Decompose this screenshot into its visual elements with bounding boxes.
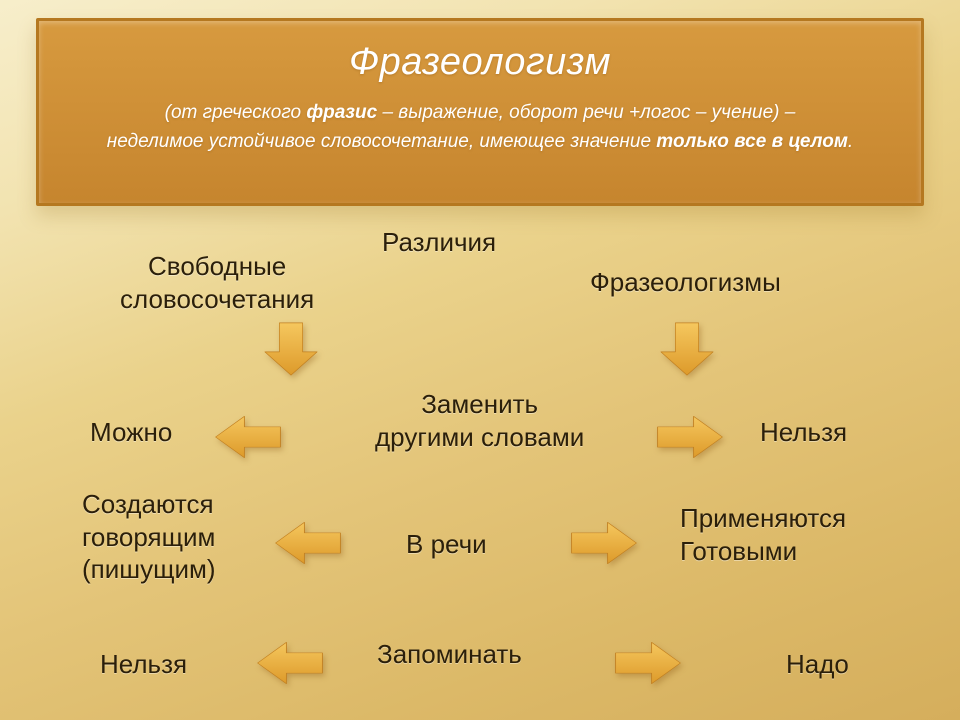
label-free-collocations: Свободные словосочетания (120, 250, 314, 315)
label-need: Надо (786, 648, 849, 681)
applied-l1: Применяются (680, 502, 846, 535)
def1-prefix: (от греческого (165, 102, 307, 123)
arrow-row3-right (612, 640, 684, 686)
free-collocations-l1: Свободные (120, 250, 314, 283)
label-applied: Применяются Готовыми (680, 502, 846, 567)
arrow-row2-right (568, 520, 640, 566)
replace-l1: Заменить (375, 388, 584, 421)
label-can: Можно (90, 416, 172, 449)
label-differences: Различия (382, 226, 496, 259)
arrow-down-left (262, 320, 320, 378)
label-replace: Заменить другими словами (375, 388, 584, 453)
free-collocations-l2: словосочетания (120, 283, 314, 316)
arrow-row1-right (654, 414, 726, 460)
label-memorize: Запоминать (377, 638, 522, 671)
created-l3: (пишущим) (82, 553, 216, 586)
created-l2: говорящим (82, 521, 216, 554)
applied-l2: Готовыми (680, 535, 846, 568)
def1-bold: фразис (306, 102, 377, 123)
arrow-down-right (658, 320, 716, 378)
definition-title: Фразеологизм (67, 41, 893, 84)
def2-bold: только все в целом (656, 131, 848, 152)
definition-line-2: неделимое устойчивое словосочетание, име… (67, 127, 893, 156)
label-phraseologisms: Фразеологизмы (590, 266, 781, 299)
def2-prefix: неделимое устойчивое словосочетание, име… (107, 131, 657, 152)
replace-l2: другими словами (375, 421, 584, 454)
label-created: Создаются говорящим (пишущим) (82, 488, 216, 586)
def1-suffix: – выражение, оборот речи +логос – учение… (377, 102, 795, 123)
label-cannot-2: Нельзя (100, 648, 187, 681)
definition-line-1: (от греческого фразис – выражение, оборо… (67, 98, 893, 127)
def2-suffix: . (848, 131, 853, 152)
arrow-row2-left (272, 520, 344, 566)
definition-panel: Фразеологизм (от греческого фразис – выр… (36, 18, 924, 206)
arrow-row1-left (212, 414, 284, 460)
label-in-speech: В речи (406, 528, 487, 561)
arrow-row3-left (254, 640, 326, 686)
created-l1: Создаются (82, 488, 216, 521)
label-cannot: Нельзя (760, 416, 847, 449)
